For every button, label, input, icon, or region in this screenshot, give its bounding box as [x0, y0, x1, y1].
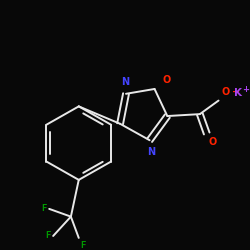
Text: −: − — [232, 87, 240, 97]
Text: O: O — [209, 137, 217, 147]
Text: N: N — [121, 77, 129, 87]
Text: K: K — [234, 88, 242, 98]
Text: N: N — [148, 147, 156, 157]
Text: +: + — [242, 85, 249, 94]
Text: F: F — [81, 241, 86, 250]
Text: O: O — [162, 75, 171, 85]
Text: F: F — [45, 232, 50, 240]
Text: F: F — [41, 204, 46, 214]
Text: O: O — [222, 87, 230, 97]
